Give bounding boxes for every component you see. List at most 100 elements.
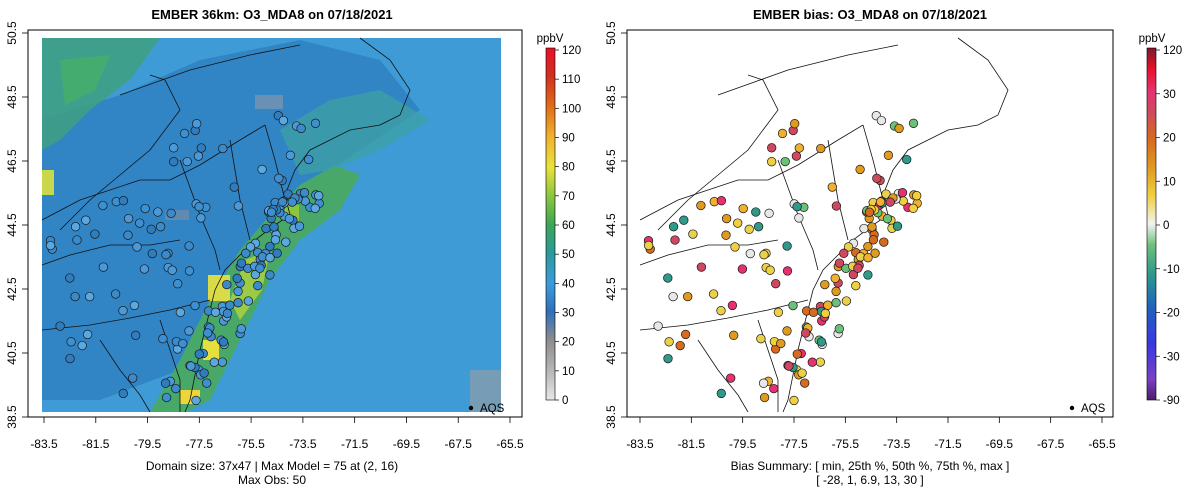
bias-site-marker (653, 321, 663, 331)
outside-domain-left (28, 30, 42, 417)
x-tick-label: -81.5 (678, 437, 706, 451)
obs-site-marker (155, 222, 166, 232)
bias-site-marker (729, 330, 739, 340)
bias-site-marker (758, 378, 769, 388)
obs-site-marker (178, 338, 188, 349)
obs-site-marker (110, 289, 121, 299)
obs-site-marker (269, 222, 279, 232)
obs-site-marker (65, 273, 75, 283)
obs-site-marker (194, 202, 204, 212)
bias-site-marker (879, 237, 889, 247)
obs-site-marker (146, 224, 156, 234)
obs-site-marker (310, 203, 320, 213)
y-tick-label: 42.5 (5, 277, 19, 301)
obs-site-marker (304, 154, 314, 165)
obs-site-marker (203, 328, 213, 338)
x-tick-label: -77.5 (780, 437, 808, 451)
x-tick-label: -69.5 (986, 437, 1014, 451)
bias-site-marker (643, 240, 654, 251)
bias-site-marker (759, 392, 770, 403)
left-caption-2: Max Obs: 50 (238, 473, 306, 487)
y-tick-label: 38.5 (5, 405, 19, 429)
hotspot-4 (42, 170, 54, 195)
obs-site-marker (277, 197, 288, 207)
colorbar-tick-label: 20 (1163, 133, 1176, 145)
x-tick-label: -79.5 (134, 437, 162, 451)
right-colorbar: ppbV 120 30 20 10 0 -10 -20 -30 -90 (1139, 33, 1183, 407)
bias-site-marker (868, 235, 879, 245)
obs-site-marker (245, 242, 256, 252)
colorbar-tick-label: 100 (562, 103, 581, 115)
obs-site-marker (140, 203, 150, 214)
bias-site-marker (792, 349, 802, 359)
bias-site-marker (765, 265, 775, 275)
obs-site-marker (184, 326, 194, 336)
obs-site-marker (70, 291, 80, 302)
bias-site-marker (863, 253, 873, 263)
bias-site-marker (839, 248, 849, 258)
bias-site-marker (744, 224, 754, 234)
left-title: EMBER 36km: O3_MDA8 on 07/18/2021 (151, 7, 392, 22)
x-tick-label: -65.5 (1088, 437, 1116, 451)
right-caption-1: Bias Summary: [ min, 25th %, 50th %, 75t… (731, 459, 1010, 473)
obs-site-marker (243, 296, 254, 306)
grey-patch-2 (165, 210, 189, 220)
bias-site-marker (782, 241, 792, 251)
obs-site-marker (266, 207, 277, 217)
bias-site-marker (727, 300, 738, 311)
obs-site-marker (233, 201, 244, 211)
bias-site-marker (733, 218, 743, 228)
bias-site-marker (843, 242, 854, 252)
bias-site-marker (683, 291, 693, 302)
y-tick-label: 50.5 (5, 21, 19, 45)
obs-site-marker (272, 248, 282, 258)
bias-site-marker (670, 235, 680, 245)
obs-site-marker (222, 308, 233, 319)
bias-site-marker (751, 207, 761, 217)
right-colorbar-ramp (1146, 47, 1157, 401)
bias-site-marker (788, 300, 798, 311)
bias-site-marker (820, 279, 830, 290)
obs-site-marker (65, 353, 75, 364)
obs-site-marker (129, 300, 140, 311)
x-tick-label: -73.5 (289, 437, 317, 451)
y-tick-label: 38.5 (604, 405, 618, 429)
bias-site-marker (789, 395, 799, 406)
colorbar-tick-label: 30 (1163, 89, 1176, 101)
colorbar-tick-label: 10 (1163, 176, 1176, 188)
obs-site-marker (233, 298, 243, 308)
colorbar-tick-label: 90 (562, 133, 575, 145)
bias-site-marker (853, 263, 863, 273)
obs-site-marker (265, 253, 275, 263)
obs-site-marker (294, 221, 305, 231)
colorbar-tick-label: 10 (562, 366, 575, 378)
gulf-of-maine-band (280, 90, 430, 175)
bias-site-marker (902, 154, 912, 165)
bias-site-marker (830, 273, 840, 283)
obs-site-marker (171, 383, 181, 394)
right-caption-2: [ -28, 1, 6.9, 13, 30 ] (816, 473, 923, 487)
bias-site-marker (675, 340, 685, 351)
obs-site-marker (194, 349, 204, 359)
bias-site-marker (730, 242, 740, 252)
bias-site-marker (794, 213, 804, 223)
obs-site-marker (236, 258, 247, 268)
bias-site-marker (801, 328, 811, 338)
bias-site-marker (769, 383, 779, 394)
left-network-label: AQS (480, 403, 505, 415)
obs-site-marker (98, 262, 109, 272)
bias-site-marker (881, 189, 891, 199)
bias-site-marker (831, 286, 841, 297)
bias-site-marker (831, 298, 841, 308)
colorbar-tick-label: 30 (562, 308, 575, 320)
aqs-marker-icon (1069, 405, 1075, 411)
obs-site-marker (70, 222, 81, 232)
x-tick-label: -69.5 (393, 437, 421, 451)
bias-site-marker (820, 308, 831, 319)
x-tick-label: -71.5 (934, 437, 962, 451)
x-tick-label: -79.5 (729, 437, 757, 451)
obs-site-marker (184, 266, 195, 276)
bias-site-marker (894, 123, 904, 134)
